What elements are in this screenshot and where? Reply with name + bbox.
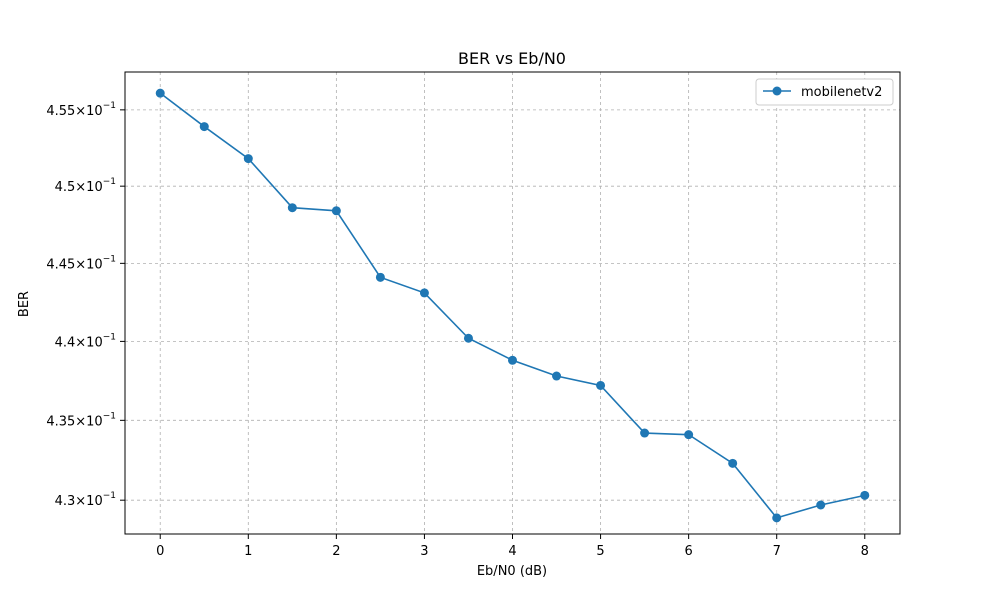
- plot-frame: [124, 71, 901, 535]
- y-tick-label: 4.35×10−1: [46, 411, 116, 429]
- y-tick-mantissa: 4.35×10: [46, 414, 102, 429]
- data-point: [331, 206, 341, 216]
- data-point: [419, 288, 429, 298]
- series-layer: [155, 88, 870, 523]
- y-tick-label: 4.4×10−1: [55, 332, 116, 350]
- data-point: [375, 272, 385, 282]
- data-point: [772, 513, 782, 523]
- x-tick-label: 8: [861, 544, 869, 559]
- legend-frame: [755, 78, 894, 106]
- x-tick-label: 3: [420, 544, 428, 559]
- y-tick-label: 4.5×10−1: [55, 177, 116, 195]
- grid: [125, 72, 900, 534]
- data-point: [684, 430, 694, 440]
- data-point: [243, 154, 253, 164]
- legend: mobilenetv2: [755, 78, 894, 106]
- y-tick-mantissa: 4.5×10: [55, 180, 103, 195]
- data-point: [508, 355, 517, 365]
- x-tick-label: 1: [244, 544, 252, 559]
- chart-title: BER vs Eb/N0: [458, 49, 566, 68]
- y-tick-mantissa: 4.45×10: [46, 257, 102, 272]
- x-tick-label: 5: [596, 544, 604, 559]
- data-point: [463, 333, 473, 343]
- data-point: [596, 380, 606, 390]
- y-tick-exponent: −1: [103, 254, 116, 264]
- legend-label-mobilenetv2: mobilenetv2: [801, 85, 882, 100]
- y-tick-exponent: −1: [103, 177, 116, 187]
- x-tick-label: 6: [684, 544, 692, 559]
- data-point: [816, 500, 826, 510]
- y-tick-mantissa: 4.3×10: [55, 494, 103, 509]
- y-tick-exponent: −1: [103, 411, 116, 421]
- x-tick-label: 7: [773, 544, 781, 559]
- data-point: [287, 203, 297, 213]
- y-tick-exponent: −1: [103, 101, 116, 111]
- x-tick-label: 0: [156, 544, 164, 559]
- y-tick-mantissa: 4.55×10: [46, 104, 102, 119]
- y-tick-mantissa: 4.4×10: [55, 335, 103, 350]
- data-point: [199, 122, 209, 132]
- y-tick-exponent: −1: [103, 491, 116, 501]
- x-axis-label: Eb/N0 (dB): [477, 564, 547, 579]
- y-tick-label: 4.55×10−1: [46, 101, 116, 119]
- y-tick-exponent: −1: [103, 332, 116, 342]
- y-axis-label: BER: [17, 291, 32, 317]
- axes: 0 1 2 3 4 5 6 7 84.3×10−14.35×10−14.4×10−14.45×1…: [46, 71, 901, 559]
- data-point: [155, 88, 165, 98]
- x-tick-label: 2: [332, 544, 340, 559]
- y-tick-label: 4.45×10−1: [46, 254, 116, 272]
- data-point: [552, 371, 562, 381]
- x-tick-label: 4: [508, 544, 516, 559]
- legend-marker-mobilenetv2: [772, 86, 782, 96]
- y-tick-label: 4.3×10−1: [55, 491, 116, 509]
- data-point: [640, 428, 650, 438]
- data-point: [860, 490, 870, 500]
- data-point: [728, 458, 738, 468]
